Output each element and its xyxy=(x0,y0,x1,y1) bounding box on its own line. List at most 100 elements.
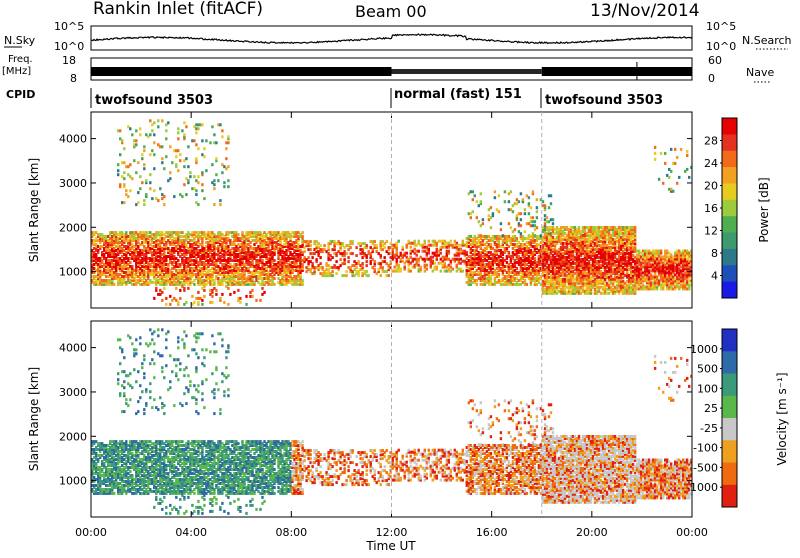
power-cell xyxy=(255,299,257,302)
power-cell xyxy=(345,270,347,273)
power-cell xyxy=(237,289,239,292)
power-cell xyxy=(227,185,229,188)
power-cell xyxy=(227,287,229,290)
power-cell xyxy=(510,190,512,193)
power-cell xyxy=(123,201,125,204)
power-cell xyxy=(197,181,199,184)
power-cell xyxy=(400,268,402,271)
power-cell xyxy=(165,303,167,306)
freq-unit-label: [MHz] xyxy=(2,66,31,77)
power-cell xyxy=(239,237,241,240)
power-cell xyxy=(428,240,430,243)
freq-band-2 xyxy=(542,67,692,76)
power-cell xyxy=(161,161,163,164)
power-cell xyxy=(205,169,207,172)
power-cell xyxy=(480,251,482,254)
power-cell xyxy=(149,153,151,156)
power-cell xyxy=(504,200,506,203)
power-cell xyxy=(145,179,147,182)
power-cell xyxy=(221,293,223,296)
nave-tick-bottom: 0 xyxy=(708,72,715,85)
power-cell xyxy=(259,299,261,302)
power-cell xyxy=(374,268,376,271)
power-cell xyxy=(169,295,171,298)
power-cell xyxy=(213,183,215,186)
power-cell xyxy=(510,226,512,229)
power-cell xyxy=(512,210,514,213)
power-cell xyxy=(219,203,221,206)
power-cell xyxy=(384,246,386,249)
power-cell xyxy=(219,123,221,126)
power-cell xyxy=(169,303,171,306)
power-cell xyxy=(169,171,171,174)
power-cell xyxy=(552,222,554,225)
power-cell xyxy=(474,194,476,197)
power-cell xyxy=(129,189,131,192)
power-cell xyxy=(355,254,357,257)
power-cell xyxy=(428,248,430,251)
power-cell xyxy=(261,287,263,290)
power-cell xyxy=(155,287,157,290)
power-cell xyxy=(165,155,167,158)
nsky-trace xyxy=(91,34,692,44)
power-cell xyxy=(239,273,241,276)
power-cell xyxy=(440,252,442,255)
power-cell xyxy=(301,235,303,238)
power-cell xyxy=(578,226,580,229)
power-cell xyxy=(245,295,247,298)
power-cell xyxy=(163,203,165,206)
power-cell xyxy=(151,197,153,200)
power-cell xyxy=(374,240,376,243)
power-cell xyxy=(380,254,382,257)
power-cell xyxy=(227,141,229,144)
power-cell xyxy=(426,268,428,271)
power-cell xyxy=(117,163,119,166)
power-cell xyxy=(121,175,123,178)
power-cell xyxy=(420,244,422,247)
power-cell xyxy=(185,301,187,304)
power-cell xyxy=(135,171,137,174)
power-cell xyxy=(123,171,125,174)
power-cell xyxy=(221,129,223,132)
power-cell xyxy=(520,218,522,221)
power-cell xyxy=(472,210,474,213)
power-cell xyxy=(201,189,203,192)
power-cell xyxy=(161,157,163,160)
power-cell xyxy=(139,187,141,190)
power-cell xyxy=(201,123,203,126)
nsky-label: N.Sky xyxy=(4,34,36,47)
power-cell xyxy=(123,147,125,150)
freq-label: Freq. xyxy=(8,54,33,65)
power-cell xyxy=(315,258,317,261)
power-cell xyxy=(361,256,363,259)
power-cell xyxy=(179,235,181,238)
power-cell xyxy=(201,303,203,306)
power-cell xyxy=(347,256,349,259)
power-cell xyxy=(404,266,406,269)
power-cell xyxy=(153,189,155,192)
power-cell xyxy=(203,295,205,298)
power-cell xyxy=(546,216,548,219)
power-cell xyxy=(175,155,177,158)
power-cell xyxy=(177,127,179,130)
power-cell xyxy=(550,202,552,205)
power-cell xyxy=(143,149,145,152)
power-cell xyxy=(185,157,187,160)
power-cell xyxy=(476,216,478,219)
power-cell xyxy=(500,228,502,231)
power-cell xyxy=(117,169,119,172)
power-cell xyxy=(195,193,197,196)
power-cell xyxy=(121,275,123,278)
nsky-tick-top: 10^5 xyxy=(54,20,84,33)
power-cell xyxy=(534,257,536,260)
power-cell xyxy=(239,249,241,252)
power-cell xyxy=(187,179,189,182)
power-cell xyxy=(165,129,167,132)
power-cell xyxy=(177,149,179,152)
power-cell xyxy=(273,259,275,262)
power-cell xyxy=(187,165,189,168)
power-cell xyxy=(161,119,163,122)
power-cell xyxy=(319,256,321,259)
power-cell xyxy=(345,252,347,255)
